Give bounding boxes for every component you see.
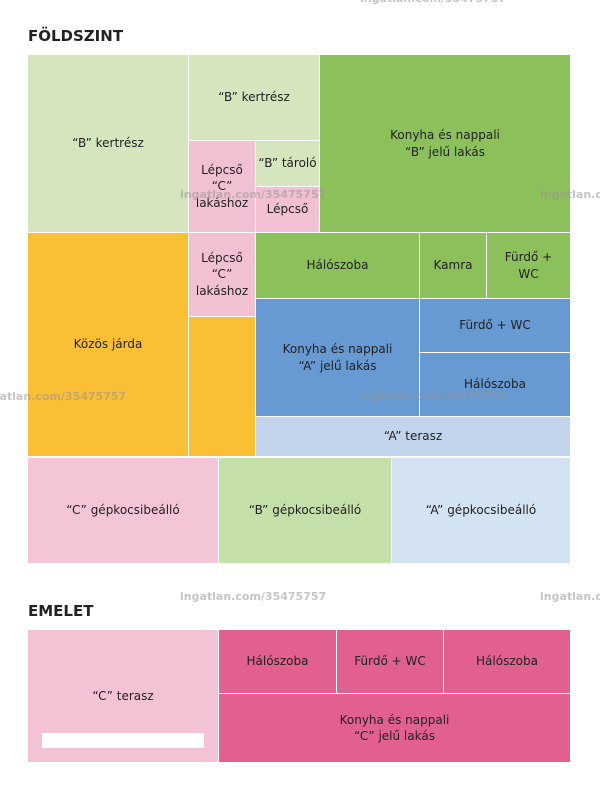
- watermark: ingatlan.com/35475757: [0, 390, 127, 403]
- room-label: Konyha és nappali: [390, 128, 500, 143]
- watermark: ingatlan.com/35475757: [180, 590, 327, 603]
- room-label: “C” jelű lakás: [354, 729, 435, 743]
- room: “A” terasz: [256, 417, 570, 456]
- room-label: “C” terasz: [92, 688, 154, 703]
- watermark: ingatlan.com/35475757: [540, 590, 600, 603]
- room-label: “B” kertrész: [72, 136, 144, 151]
- room-label: “B” kertrész: [218, 90, 290, 105]
- room: Fürdő + WC: [337, 630, 443, 693]
- room: Hálószoba: [256, 233, 419, 298]
- room-label: “A” gépkocsibeálló: [425, 503, 537, 518]
- room: “B” kertrész: [28, 55, 188, 232]
- section-title: FÖLDSZINT: [28, 27, 124, 45]
- room-label: “B” tároló: [258, 156, 317, 171]
- room: “B” tároló: [256, 141, 319, 186]
- watermark: ingatlan.com/35475757: [360, 390, 507, 403]
- room: Konyha és nappali “C” jelű lakás: [219, 694, 570, 762]
- watermark: ingatlan.com/35475757: [540, 188, 600, 201]
- room-label: Közös járda: [73, 337, 143, 352]
- room-label: Kamra: [433, 258, 473, 273]
- room-label: Fürdő +: [504, 250, 553, 265]
- room-label: “C” gépkocsibeálló: [66, 503, 180, 518]
- room-label: Konyha és nappali: [282, 342, 393, 357]
- room: Fürdő + WC: [487, 233, 570, 298]
- room: [189, 317, 255, 456]
- room-label: “B” gépkocsibeálló: [248, 503, 362, 518]
- room-label: Fürdő + WC: [459, 318, 531, 333]
- white-bar: [42, 733, 204, 748]
- room-label: Lépcső: [201, 251, 243, 266]
- room-label: Lépcső: [201, 163, 243, 178]
- room-label: “C”: [211, 179, 233, 194]
- room: Lépcső “C” lakáshoz: [189, 141, 255, 232]
- watermark: ingatlan.com/35475757: [360, 0, 506, 5]
- room-label: “A” jelű lakás: [298, 358, 377, 373]
- room-label: Fürdő + WC: [354, 654, 426, 669]
- room-label: Hálószoba: [306, 258, 369, 273]
- room: Hálószoba: [444, 630, 570, 693]
- room: Közös járda: [28, 233, 188, 456]
- room: Konyha és nappali “A” jelű lakás: [256, 299, 419, 416]
- room-label: Hálószoba: [246, 654, 309, 669]
- room-label: Hálószoba: [476, 654, 538, 669]
- room-label: Lépcső: [266, 202, 309, 217]
- room-label: lakáshoz: [195, 195, 249, 210]
- room-label: “C”: [211, 267, 233, 282]
- room: Konyha és nappali “B” jelű lakás: [320, 55, 570, 232]
- room: Hálószoba: [420, 353, 570, 416]
- watermark: ingatlan.com/35475757: [180, 188, 327, 201]
- room: Lépcső: [256, 187, 319, 232]
- room: “C” gépkocsibeálló: [28, 458, 218, 563]
- room: Hálószoba: [219, 630, 336, 693]
- room-label: lakáshoz: [195, 283, 249, 298]
- section-title: EMELET: [28, 602, 94, 620]
- room-label: “A” terasz: [383, 429, 443, 444]
- room: “B” gépkocsibeálló: [219, 458, 391, 563]
- room: Kamra: [420, 233, 486, 298]
- room-label: Hálószoba: [464, 377, 526, 392]
- room: “A” gépkocsibeálló: [392, 458, 570, 563]
- room: “B” kertrész: [189, 55, 319, 140]
- room-label: WC: [518, 266, 539, 281]
- room: Lépcső “C” lakáshoz: [189, 233, 255, 316]
- room-label: Konyha és nappali: [339, 712, 450, 727]
- room-label: “B” jelű lakás: [405, 144, 485, 159]
- room: Fürdő + WC: [420, 299, 570, 352]
